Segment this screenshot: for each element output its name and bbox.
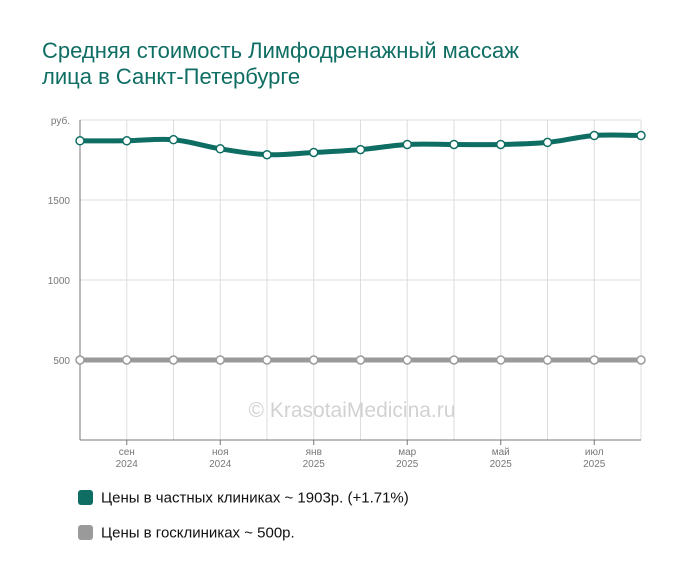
data-point-public [636, 355, 646, 365]
data-point-public [589, 355, 599, 365]
chart-title-line-2: лица в Санкт-Петербурге [42, 64, 301, 89]
data-point-private [636, 130, 646, 141]
data-point-private [122, 136, 132, 146]
legend-item-private: Цены в частных клиниках ~ 1903р. (+1.71%… [78, 489, 638, 507]
y-axis-unit-label: руб. [51, 115, 70, 127]
data-point-public [355, 355, 366, 365]
x-tick-label-month: сен [119, 447, 135, 458]
chart-title-line-1: Средняя стоимость Лимфодренажный массаж [42, 38, 519, 63]
watermark-text: © KrasotaiMedicina.ru [249, 399, 456, 422]
data-point-public [215, 355, 225, 365]
data-point-public [496, 355, 506, 365]
x-tick-label-month: янв [306, 447, 322, 458]
legend-label-private: Цены в частных клиниках ~ 1903р. (+1.71%… [101, 489, 409, 507]
x-tick-label-year: 2025 [396, 459, 419, 470]
data-point-private [449, 139, 459, 150]
data-point-private [496, 139, 506, 150]
data-point-private [262, 149, 272, 160]
legend-label-public: Цены в госклиниках ~ 500р. [101, 524, 295, 542]
data-point-private [215, 144, 225, 154]
data-point-public [75, 355, 85, 365]
data-point-private [75, 136, 85, 146]
data-point-public [309, 355, 319, 365]
data-point-public [542, 355, 553, 365]
y-tick-label: 1000 [48, 276, 71, 287]
x-tick-label-month: май [492, 447, 510, 458]
x-tick-label-month: ноя [212, 447, 229, 458]
data-point-public [449, 355, 459, 365]
y-tick-label: 500 [53, 356, 70, 367]
x-tick-label-year: 2024 [209, 459, 232, 470]
data-point-private [542, 137, 553, 148]
x-tick-label-year: 2025 [303, 459, 326, 470]
x-tick-label-year: 2025 [490, 459, 513, 470]
data-point-public [402, 355, 412, 365]
legend-swatch-private [78, 490, 93, 506]
x-tick-label-month: июл [585, 447, 604, 458]
data-point-public [168, 355, 179, 365]
data-point-private [589, 130, 599, 141]
chart-title: Средняя стоимость Лимфодренажный массаж … [42, 38, 642, 90]
legend-swatch-public [78, 525, 93, 541]
data-point-public [122, 355, 132, 365]
data-point-public [262, 355, 272, 365]
data-point-private [168, 134, 179, 145]
x-tick-label-month: мар [398, 447, 416, 458]
y-tick-label: 1500 [48, 196, 71, 207]
data-point-private [309, 147, 319, 158]
x-tick-label-year: 2025 [583, 459, 606, 470]
legend-item-public: Цены в госклиниках ~ 500р. [78, 524, 638, 542]
x-tick-label-year: 2024 [116, 459, 139, 470]
data-point-private [355, 144, 366, 155]
data-point-private [402, 139, 412, 150]
